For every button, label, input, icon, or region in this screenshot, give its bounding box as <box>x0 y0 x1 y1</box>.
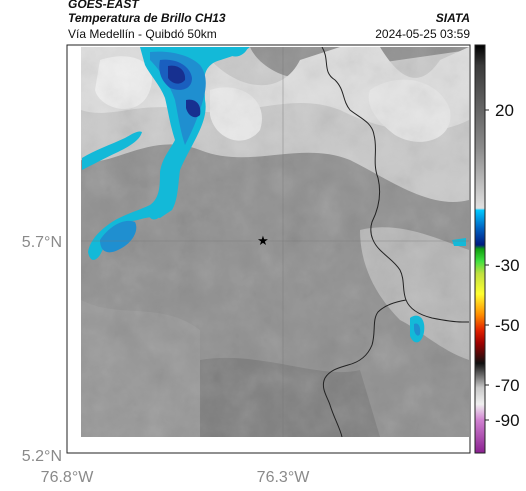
brightness-imagery <box>81 47 469 437</box>
colorbar-tick-20: 20 <box>495 101 514 120</box>
agency-label: SIATA <box>435 11 470 25</box>
department-boundary <box>322 299 407 437</box>
colorbar-tick-neg30: -30 <box>495 256 520 275</box>
timestamp-label: 2024-05-25 03:59 <box>375 27 470 41</box>
product-title: Temperatura de Brillo CH13 <box>68 11 226 25</box>
satellite-title: GOES-EAST <box>68 0 139 11</box>
lon-label-76.3: 76.3°W <box>257 469 311 486</box>
star-marker: ★ <box>257 234 269 249</box>
lon-label-76.8: 76.8°W <box>41 469 95 486</box>
colorbar: 20 -30 -50 -70 -90 <box>474 44 520 454</box>
colorbar-tick-neg90: -90 <box>495 411 520 430</box>
region-subtitle: Vía Medellín - Quibdó 50km <box>68 27 217 41</box>
colorbar-tick-neg70: -70 <box>495 376 520 395</box>
lat-label-5.2: 5.2°N <box>22 448 62 465</box>
colorbar-tick-neg50: -50 <box>495 316 520 335</box>
border-line <box>321 47 469 323</box>
cold-cloud-band <box>82 47 466 343</box>
lat-label-5.7: 5.7°N <box>22 234 62 251</box>
